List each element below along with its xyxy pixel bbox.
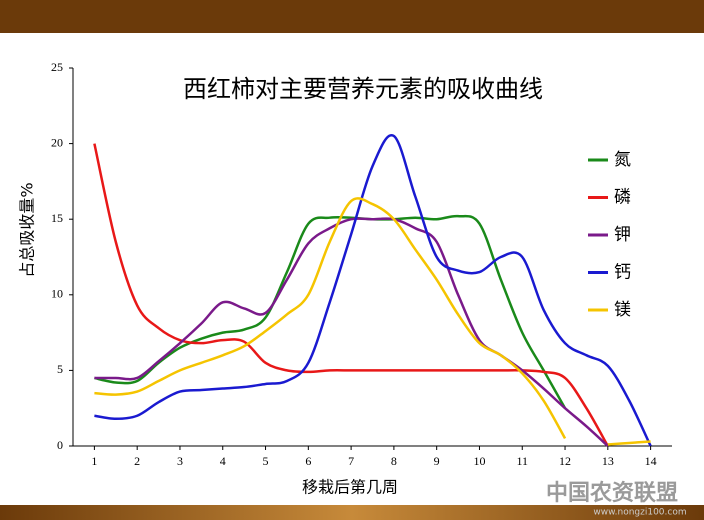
- y-tick-label: 0: [57, 438, 63, 452]
- data-line: [94, 133, 652, 447]
- x-tick-label: 1: [91, 454, 97, 468]
- y-tick-label: 20: [51, 135, 63, 149]
- watermark-url: www.nongzi100.com: [593, 508, 686, 518]
- y-tick-label: 25: [51, 60, 63, 74]
- legend-label: 氮: [614, 150, 631, 170]
- y-axis-label: 占总吸收量%: [18, 182, 37, 277]
- x-tick-label: 14: [645, 454, 657, 468]
- x-tick-label: 4: [220, 454, 226, 468]
- x-tick-label: 2: [134, 454, 140, 468]
- x-tick-label: 5: [263, 454, 269, 468]
- x-tick-label: 10: [473, 454, 485, 468]
- top-band: [0, 0, 704, 33]
- bottom-band: [0, 505, 704, 520]
- x-tick-label: 6: [305, 454, 311, 468]
- legend-label: 钾: [614, 225, 631, 245]
- watermark: 中国农资联盟: [546, 480, 678, 506]
- y-tick-label: 10: [51, 287, 63, 301]
- legend-label: 镁: [614, 300, 631, 320]
- data-line: [93, 143, 609, 447]
- x-tick-label: 3: [177, 454, 183, 468]
- chart-title: 西红柿对主要营养元素的吸收曲线: [183, 75, 543, 103]
- data-line: [94, 214, 567, 409]
- x-tick-label: 12: [559, 454, 571, 468]
- data-line: [94, 217, 609, 447]
- x-tick-label: 7: [348, 454, 354, 468]
- x-axis-label: 移栽后第几周: [302, 478, 398, 497]
- x-tick-label: 13: [602, 454, 614, 468]
- x-tick-label: 11: [516, 454, 528, 468]
- legend-label: 钙: [614, 263, 631, 283]
- x-tick-label: 9: [434, 454, 440, 468]
- x-tick-label: 8: [391, 454, 397, 468]
- y-tick-label: 15: [51, 211, 63, 225]
- y-tick-label: 5: [57, 362, 63, 376]
- legend-label: 磷: [614, 188, 631, 208]
- data-line: [94, 197, 651, 446]
